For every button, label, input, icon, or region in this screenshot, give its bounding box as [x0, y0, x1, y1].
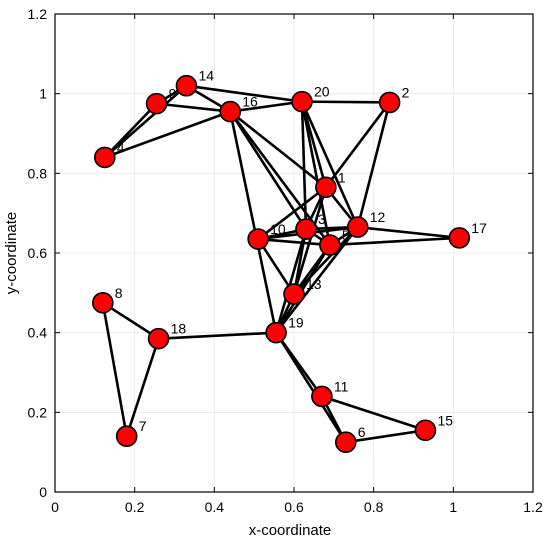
- edge-7-18: [125, 337, 160, 438]
- node-label-11: 11: [334, 378, 349, 394]
- edge-11-15: [320, 395, 427, 432]
- edge-4-14: [103, 84, 188, 159]
- node-label-9: 9: [169, 86, 177, 102]
- edge-19-6: [274, 331, 348, 444]
- y-tick-label: 0.4: [28, 325, 48, 341]
- edge-12-19: [274, 225, 360, 334]
- grid-layer: [55, 14, 533, 492]
- edge-1-10: [256, 185, 328, 241]
- edge-10-5: [256, 237, 332, 247]
- node-label-6: 6: [358, 424, 366, 440]
- y-tick-label: 1: [39, 86, 47, 102]
- x-tick-label: 1: [449, 499, 457, 515]
- axis-layer: 0 0.2 0.4 0.6 0.8 1 1.2 0 0.2 0.4 0.6 0.8 1 1.2: [28, 6, 543, 515]
- node-1: [315, 176, 337, 199]
- node-label-4: 4: [117, 139, 125, 155]
- node-7: [115, 425, 138, 448]
- node-9: [145, 92, 168, 115]
- y-tick-label: 0.2: [28, 404, 48, 420]
- edge-9-16: [155, 102, 232, 113]
- edge-12-17: [356, 225, 461, 240]
- edge-layer: [101, 84, 461, 444]
- edge-1-13: [292, 185, 328, 296]
- edge-8-7: [101, 301, 128, 438]
- node-label-1: 1: [338, 169, 346, 185]
- edge-16-1: [228, 110, 328, 189]
- edge-20-12: [300, 100, 360, 229]
- node-14: [175, 74, 198, 97]
- edge-2-12: [356, 101, 391, 229]
- edge-2-1: [324, 101, 391, 189]
- node-label-3: 3: [318, 211, 326, 227]
- node-label-18: 18: [171, 321, 187, 337]
- node-12: [346, 216, 369, 238]
- node-label-15: 15: [437, 412, 453, 428]
- node-13: [283, 283, 305, 305]
- node-15: [414, 419, 437, 442]
- node-19: [265, 321, 287, 344]
- edge-18-19: [157, 331, 278, 340]
- edge-5-17: [328, 236, 461, 247]
- x-tick-label: 0.6: [284, 499, 304, 515]
- x-tick-label: 0: [51, 499, 59, 515]
- node-18: [147, 327, 170, 350]
- x-axis-label: x-coordinate: [249, 522, 332, 539]
- node-20: [291, 90, 313, 113]
- node-label-13: 13: [306, 276, 322, 292]
- edge-6-15: [344, 428, 427, 444]
- node-6: [334, 431, 357, 454]
- edge-8-18: [101, 301, 160, 340]
- node-17: [448, 227, 471, 249]
- x-tick-label: 0.2: [125, 499, 145, 515]
- edge-3-19: [274, 227, 308, 334]
- edge-10-13: [256, 237, 296, 296]
- node-16: [219, 100, 242, 123]
- edge-20-5: [300, 100, 332, 247]
- edge-16-3: [228, 110, 308, 231]
- node-2: [378, 91, 401, 114]
- x-tick-label: 0.8: [364, 499, 384, 515]
- x-tick-label: 1.2: [523, 499, 543, 515]
- node-label-8: 8: [115, 285, 123, 301]
- x-tick-label: 0.4: [205, 499, 225, 515]
- node-label-20: 20: [314, 84, 330, 100]
- node-label-16: 16: [242, 94, 258, 110]
- node-3: [295, 218, 317, 240]
- edge-20-2: [300, 100, 391, 104]
- edge-4-16: [103, 110, 232, 159]
- edge-14-20: [185, 84, 304, 103]
- edge-16-19: [228, 110, 278, 334]
- node-label-10: 10: [270, 221, 286, 237]
- node-label-2: 2: [402, 84, 410, 100]
- y-tick-label: 0.8: [28, 165, 48, 181]
- y-tick-label: 0.6: [28, 245, 48, 261]
- node-8: [92, 291, 114, 314]
- node-label-7: 7: [139, 418, 147, 434]
- node-11: [311, 385, 333, 408]
- node-10: [247, 228, 269, 250]
- y-tick-label: 0: [39, 484, 47, 500]
- y-axis-label: y-coordinate: [3, 212, 20, 295]
- edge-12-13: [292, 225, 360, 296]
- y-tick-label: 1.2: [28, 6, 48, 22]
- node-label-14: 14: [198, 68, 214, 84]
- node-label-17: 17: [471, 220, 487, 236]
- edge-16-20: [228, 100, 304, 113]
- node-label-5: 5: [342, 227, 350, 243]
- node-5: [319, 234, 341, 256]
- node-4: [93, 146, 116, 169]
- edge-20-3: [300, 100, 308, 231]
- node-label-12: 12: [370, 209, 386, 225]
- node-label-19: 19: [288, 315, 304, 331]
